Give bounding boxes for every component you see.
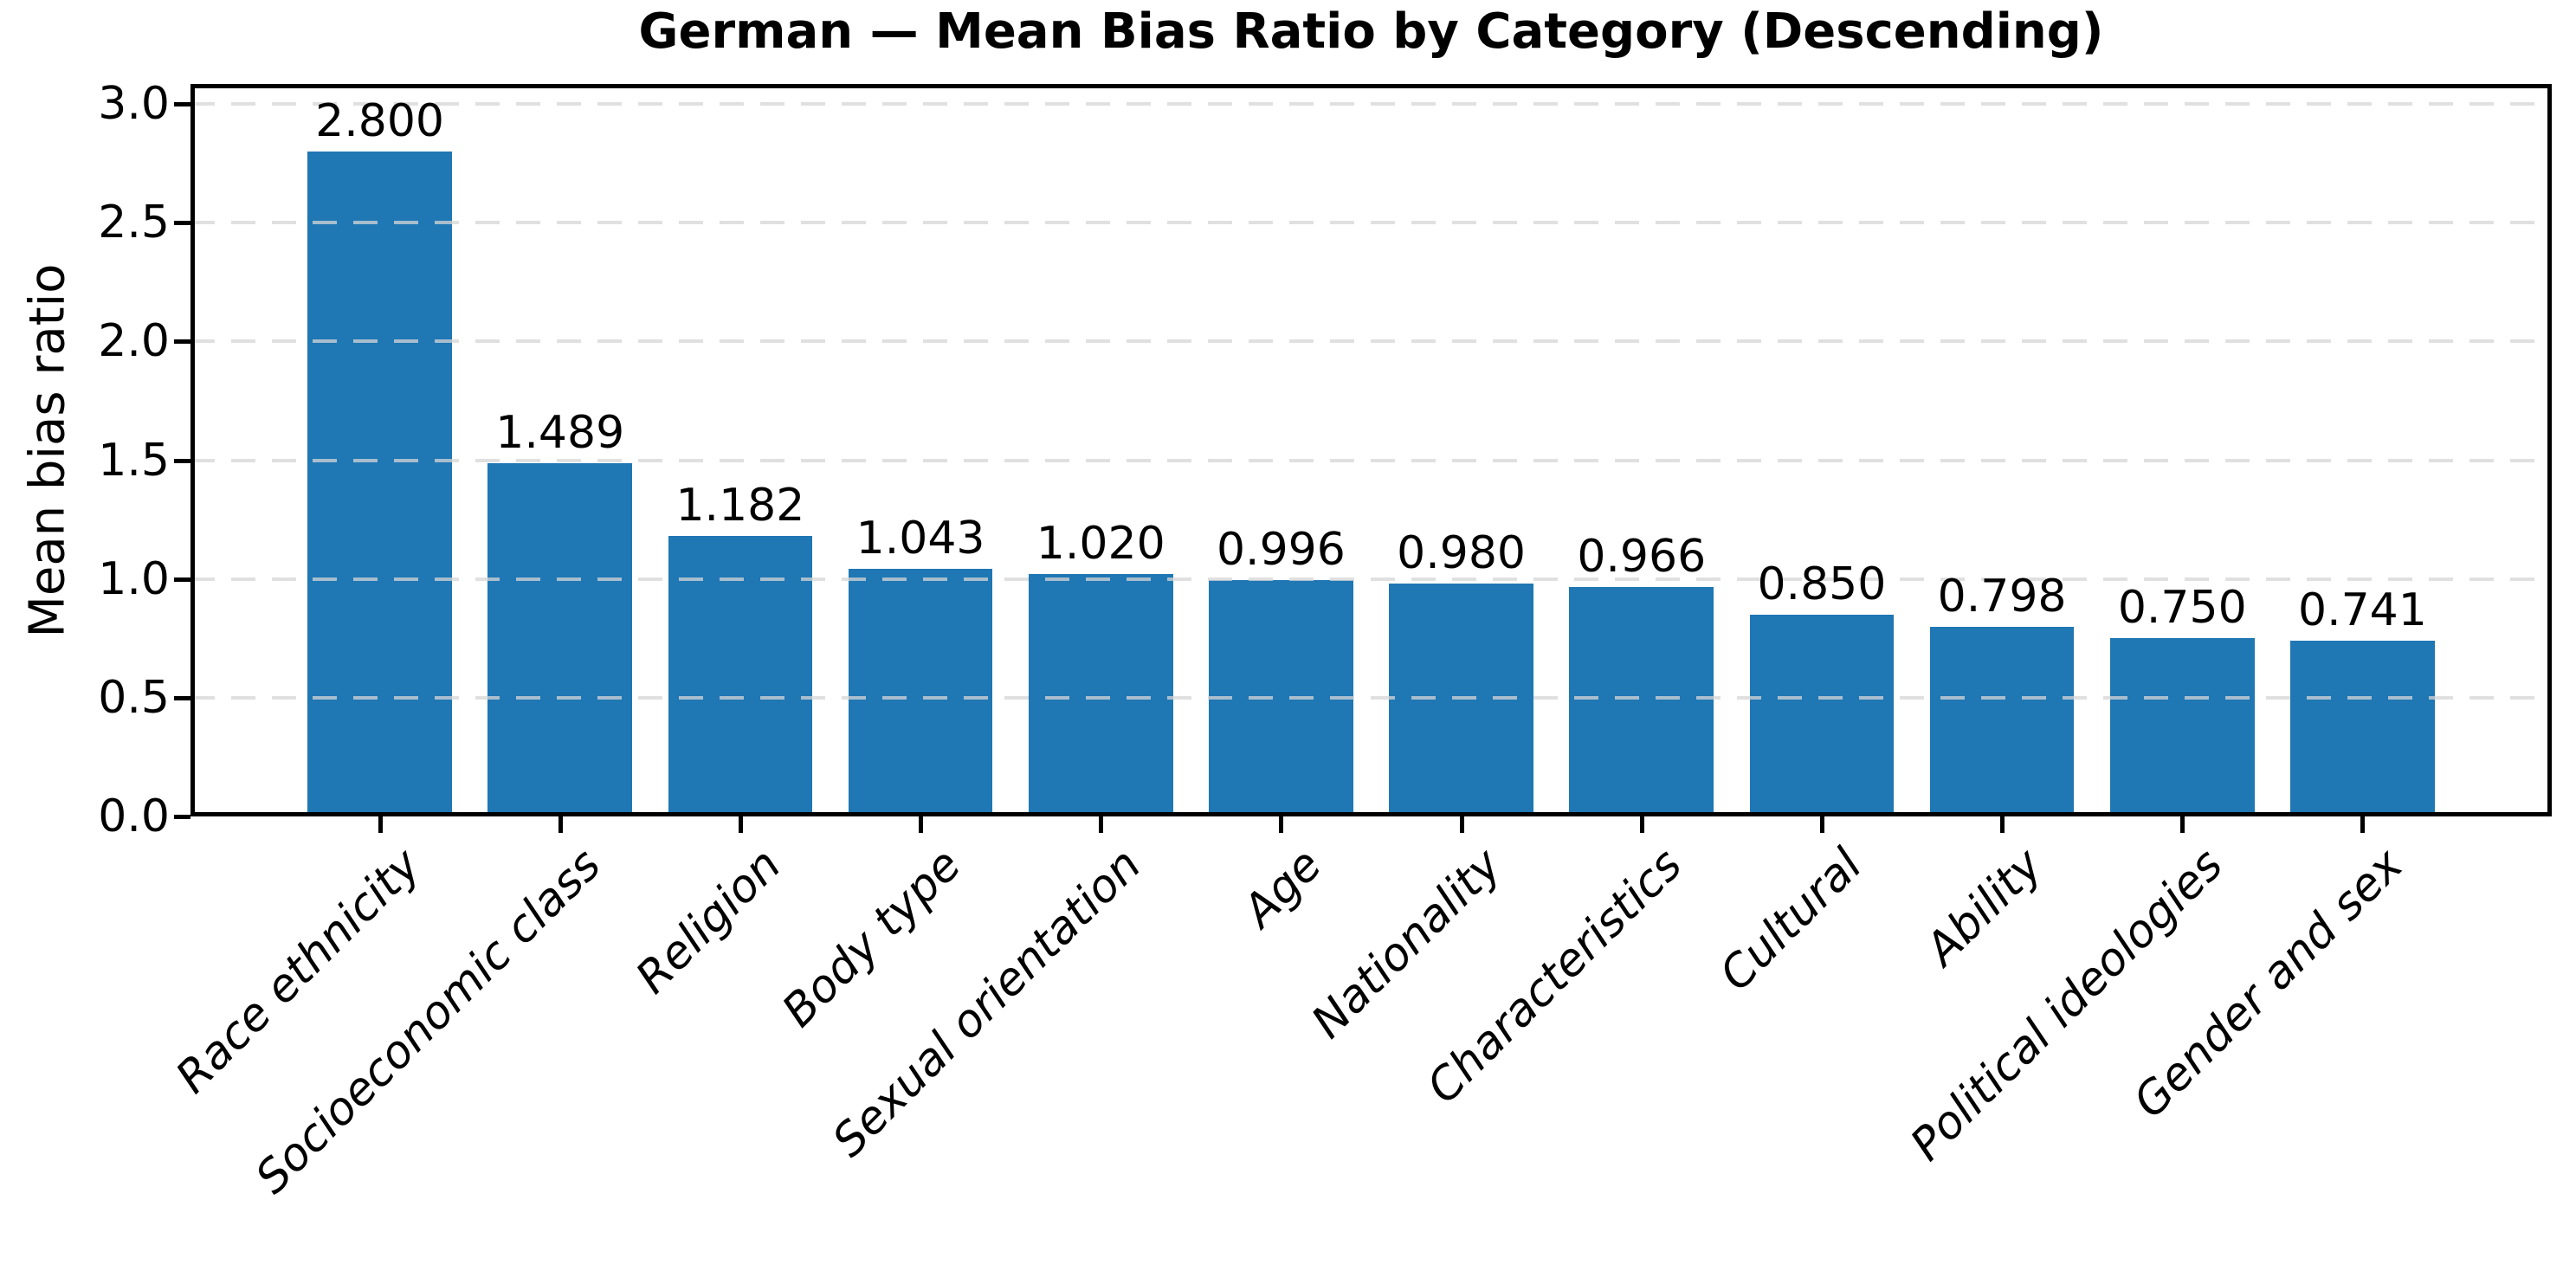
x-tick-mark (2000, 816, 2005, 833)
y-tick-mark (174, 577, 190, 582)
bar-value-label: 1.043 (855, 512, 985, 565)
bar-nationality (1389, 584, 1533, 816)
x-tick-mark (738, 816, 743, 833)
y-tick-label-0.5: 0.5 (98, 671, 170, 724)
x-tick-mark (1279, 816, 1284, 833)
chart-title: German — Mean Bias Ratio by Category (De… (638, 3, 2104, 60)
x-tick-mark (2180, 816, 2185, 833)
y-tick-mark (174, 339, 190, 345)
bar-cultural (1749, 614, 1895, 816)
plot-area: 2.800 1.489 1.182 1.043 1.020 0.996 0.980 0.966… (190, 84, 2552, 816)
x-tick-label-text: Body type (772, 839, 972, 1038)
x-tick-mark (1819, 816, 1824, 833)
gridline-y-1.5 (190, 458, 2552, 462)
bar-value-label: 0.980 (1397, 527, 1527, 580)
y-tick-mark (174, 695, 190, 700)
bar-value-label: 0.996 (1216, 523, 1346, 576)
gridline-y-1.0 (190, 577, 2552, 581)
spine-bottom (190, 812, 2552, 816)
y-tick-label-1.5: 1.5 (98, 434, 170, 487)
y-tick-label-0.0: 0.0 (98, 790, 170, 842)
bar-characteristics (1569, 587, 1714, 816)
bar-ability (1929, 627, 2075, 816)
x-tick-mark (1099, 816, 1104, 833)
x-tick-mark (558, 816, 563, 833)
bar-value-label: 0.850 (1757, 558, 1887, 610)
x-tick-label-text: Political ideologies (1901, 839, 2233, 1171)
x-tick-label-text: Cultural (1710, 839, 1873, 1002)
x-tick-mark (919, 816, 924, 833)
spine-left (190, 84, 195, 816)
bar-race-ethnicity (307, 151, 452, 816)
gridline-y-0.5 (190, 695, 2552, 700)
gridline-y-2.5 (190, 221, 2552, 225)
bar-value-label: 0.750 (2117, 582, 2247, 635)
y-tick-mark (174, 221, 190, 226)
bar-sexual-orientation (1028, 574, 1173, 816)
bar-religion (668, 535, 813, 816)
bar-value-label: 2.800 (315, 94, 444, 147)
y-tick-mark (174, 458, 190, 463)
bar-value-label: 1.020 (1036, 518, 1165, 571)
x-tick-label-text: Religion (625, 839, 791, 1004)
x-tick-label-text: Socioeconomic class (245, 839, 611, 1204)
x-tick-mark (1459, 816, 1464, 833)
x-tick-label-text: Sexual orientation (823, 839, 1152, 1168)
x-tick-mark (2360, 816, 2366, 833)
bar-body-type (848, 568, 993, 816)
y-tick-label-3.0: 3.0 (98, 78, 170, 131)
x-tick-label-text: Age (1233, 839, 1332, 938)
bar-value-label: 0.798 (1937, 571, 2067, 623)
y-tick-label-1.0: 1.0 (98, 552, 170, 605)
gridline-y-2.0 (190, 339, 2552, 344)
y-tick-mark (174, 102, 190, 107)
y-tick-label-2.5: 2.5 (98, 197, 170, 249)
spine-right (2547, 84, 2552, 816)
x-tick-mark (1639, 816, 1644, 833)
bar-value-label: 0.741 (2297, 584, 2427, 636)
x-tick-mark (378, 816, 383, 833)
gridline-y-3.0 (190, 102, 2552, 106)
bar-political-ideologies (2109, 638, 2255, 816)
bar-value-label: 0.966 (1577, 531, 1707, 583)
spine-top (190, 84, 2552, 88)
bar-socioeconomic-class (487, 462, 632, 816)
y-tick-label-2.0: 2.0 (98, 315, 170, 368)
bar-gender-and-sex (2290, 640, 2435, 816)
bar-value-label: 1.182 (675, 479, 805, 532)
x-tick-label-text: Ability (1915, 839, 2053, 976)
y-tick-mark (174, 815, 190, 819)
bar-value-label: 1.489 (495, 406, 625, 459)
